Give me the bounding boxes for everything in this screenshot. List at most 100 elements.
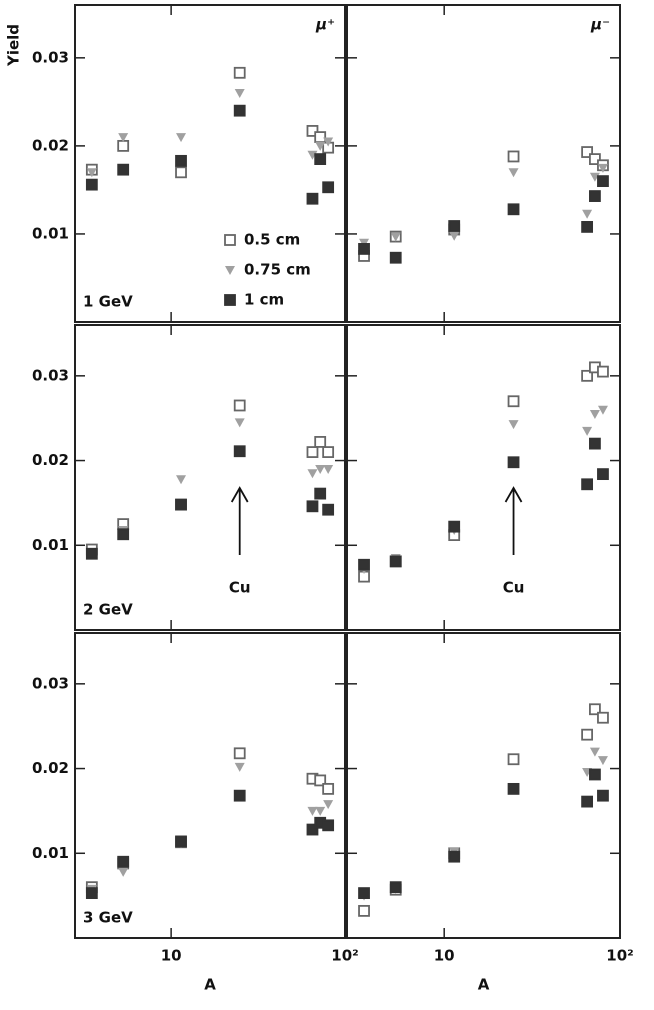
annotation: Cu (229, 579, 251, 597)
marker (85, 547, 98, 560)
marker (85, 178, 98, 191)
marker (233, 104, 246, 117)
marker (117, 163, 130, 176)
marker (582, 209, 593, 219)
y-tick-label: 0.02 (32, 759, 69, 777)
marker (358, 558, 370, 571)
marker (117, 528, 130, 541)
marker (306, 125, 319, 137)
particle-label: μ⁻ (590, 16, 610, 34)
marker (86, 168, 97, 178)
marker (306, 823, 319, 836)
marker (85, 887, 98, 899)
y-tick-label: 0.03 (32, 48, 69, 66)
panel-frame (346, 4, 621, 323)
x-tick-label: 10² (606, 947, 633, 965)
marker (322, 819, 335, 832)
marker (307, 806, 318, 816)
marker (358, 904, 370, 917)
x-tick-label: 10² (331, 947, 358, 965)
marker (234, 762, 245, 772)
marker (589, 703, 601, 716)
marker (581, 795, 594, 808)
marker (597, 789, 609, 802)
marker (175, 835, 187, 848)
marker (117, 855, 130, 868)
marker (306, 446, 319, 458)
marker (307, 150, 318, 160)
particle-label: μ⁺ (315, 16, 335, 34)
panel-frame (74, 324, 346, 631)
marker (449, 231, 460, 241)
marker (358, 243, 370, 255)
panel-frame (346, 324, 621, 631)
x-axis-label: A (204, 976, 216, 994)
marker (234, 89, 245, 99)
marker (233, 789, 246, 802)
marker (233, 66, 246, 79)
panel-frame (74, 632, 346, 939)
marker (597, 163, 608, 173)
marker (589, 747, 600, 757)
marker (589, 768, 601, 781)
marker (234, 418, 245, 428)
marker (582, 426, 593, 436)
marker (589, 153, 601, 165)
y-tick-label: 0.03 (32, 366, 69, 384)
marker (118, 867, 129, 877)
x-tick-label: 10 (434, 947, 455, 965)
legend-marker (224, 234, 236, 246)
marker (507, 753, 520, 766)
marker (314, 436, 327, 448)
legend-label: 0.5 cm (244, 231, 300, 249)
marker (507, 456, 520, 469)
marker (581, 220, 594, 233)
marker (508, 420, 519, 430)
marker (176, 475, 187, 485)
panel-frame (74, 4, 346, 323)
marker (322, 181, 335, 194)
marker (314, 487, 327, 500)
marker (507, 782, 520, 795)
marker (175, 166, 187, 179)
marker (314, 131, 327, 143)
y-tick-label: 0.02 (32, 136, 69, 154)
marker (314, 153, 327, 165)
marker (322, 446, 335, 458)
marker (597, 711, 609, 724)
marker (390, 232, 401, 242)
legend-label: 1 cm (244, 291, 284, 309)
marker (589, 172, 600, 182)
marker (118, 133, 129, 143)
marker (315, 806, 326, 816)
marker (581, 728, 594, 741)
marker (597, 405, 608, 415)
x-tick-label: 10 (161, 947, 182, 965)
marker (389, 555, 402, 568)
marker (323, 137, 334, 147)
marker (389, 251, 402, 264)
marker (508, 168, 519, 178)
legend-label: 0.75 cm (244, 261, 311, 279)
marker (322, 503, 335, 516)
marker (507, 203, 520, 216)
marker (307, 469, 318, 479)
marker (507, 150, 520, 163)
marker (589, 409, 600, 419)
marker (597, 468, 609, 481)
marker (176, 133, 187, 143)
legend-marker (225, 266, 235, 275)
y-axis-label: Yield (5, 24, 23, 67)
marker (597, 175, 609, 188)
marker (233, 445, 246, 458)
marker (306, 500, 319, 513)
marker (175, 498, 187, 511)
annotation-arrow-head (230, 486, 249, 503)
panel-label: 2 GeV (83, 601, 133, 619)
marker (358, 887, 370, 899)
marker (117, 139, 130, 152)
y-tick-label: 0.01 (32, 224, 69, 242)
marker (323, 800, 334, 810)
marker (597, 756, 608, 766)
